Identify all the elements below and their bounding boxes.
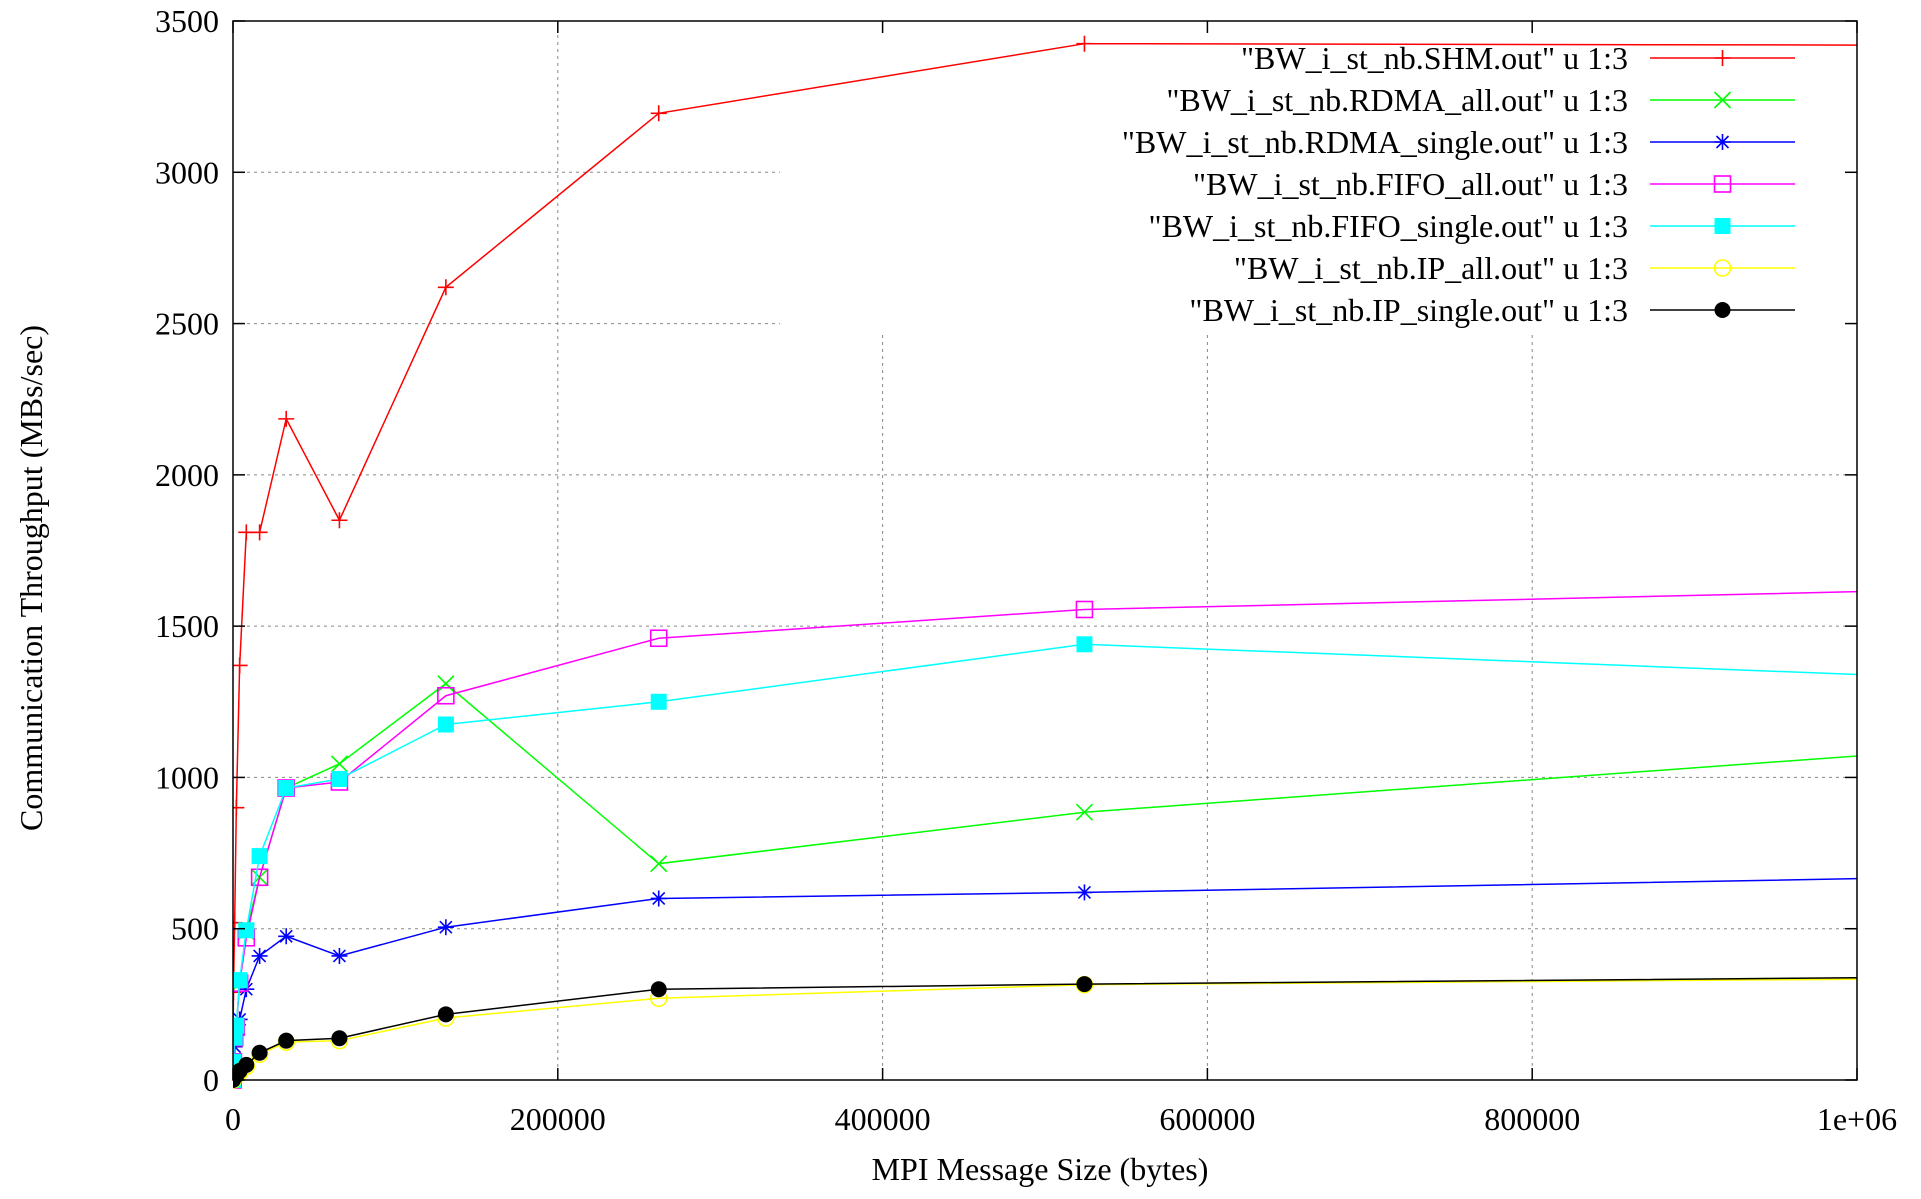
- data-point: [437, 279, 454, 296]
- data-point: [437, 1006, 454, 1023]
- series-line: [233, 978, 1857, 1081]
- data-point: [331, 1030, 348, 1047]
- legend-swatch-marker: [1713, 259, 1732, 277]
- y-axis-label: Communication Throughput (MBs/sec): [13, 325, 49, 831]
- data-point: [650, 105, 667, 122]
- data-point: [233, 1017, 245, 1034]
- legend-entry: "BW_i_st_nb.RDMA_all.out" u 1:3: [1166, 82, 1795, 118]
- grid: [233, 21, 1857, 1080]
- legend-entry: "BW_i_st_nb.SHM.out" u 1:3: [1241, 40, 1795, 76]
- data-point: [238, 1056, 255, 1073]
- legend-swatch-marker: [1714, 134, 1731, 150]
- y-tick-label: 2000: [155, 457, 219, 493]
- data-point: [1076, 636, 1093, 653]
- legend-swatch-marker: [1714, 50, 1731, 66]
- x-tick-label: 600000: [1159, 1101, 1255, 1137]
- legend-swatch-marker: [1713, 175, 1732, 193]
- data-point: [650, 890, 667, 907]
- data-point: [233, 1053, 242, 1070]
- y-tick-label: 1000: [155, 759, 219, 795]
- y-tick-label: 2500: [155, 306, 219, 342]
- data-point: [650, 855, 668, 873]
- data-point: [330, 755, 348, 773]
- data-point: [251, 1044, 268, 1061]
- data-point: [278, 1032, 295, 1049]
- y-tick-label: 1500: [155, 608, 219, 644]
- y-tick-label: 0: [203, 1062, 219, 1098]
- data-point: [1076, 976, 1093, 993]
- legend-label: "BW_i_st_nb.FIFO_all.out" u 1:3: [1193, 166, 1628, 202]
- data-point: [278, 928, 295, 945]
- x-tick-label: 1e+06: [1817, 1101, 1897, 1137]
- y-tick-label: 3000: [155, 154, 219, 190]
- x-tick-label: 800000: [1484, 1101, 1580, 1137]
- data-point: [437, 686, 455, 705]
- x-axis-label: MPI Message Size (bytes): [872, 1151, 1209, 1187]
- legend-swatch-marker: [1713, 91, 1732, 109]
- plot-frame: [232, 20, 1858, 1081]
- data-point: [437, 716, 454, 733]
- series-7: [233, 976, 1857, 1088]
- data-point: [233, 657, 248, 674]
- legend-entry: "BW_i_st_nb.FIFO_all.out" u 1:3: [1193, 166, 1795, 202]
- data-point: [233, 1029, 243, 1046]
- data-point: [331, 512, 348, 529]
- data-point: [437, 675, 455, 693]
- series-line: [233, 42, 1857, 1079]
- series-6: [233, 975, 1857, 1089]
- data-point: [331, 770, 348, 787]
- data-point: [437, 919, 454, 936]
- data-point: [233, 972, 248, 989]
- data-point: [251, 947, 268, 964]
- series-3: [233, 877, 1857, 1088]
- data-point: [331, 947, 348, 964]
- data-point: [650, 693, 667, 710]
- legend: "BW_i_st_nb.SHM.out" u 1:3 "BW_i_st_nb.RD…: [1122, 40, 1795, 328]
- series-line: [233, 977, 1857, 1081]
- data-point: [650, 981, 667, 998]
- legend-label: "BW_i_st_nb.IP_single.out" u 1:3: [1189, 292, 1628, 328]
- legend-entry: "BW_i_st_nb.IP_all.out" u 1:3: [1234, 250, 1795, 286]
- data-point: [238, 922, 255, 939]
- legend-label: "BW_i_st_nb.RDMA_all.out" u 1:3: [1166, 82, 1628, 118]
- series-5: [233, 636, 1857, 1088]
- data-point: [251, 524, 268, 541]
- legend-entry: "BW_i_st_nb.RDMA_single.out" u 1:3: [1122, 124, 1795, 160]
- legend-swatch-marker: [1714, 218, 1731, 234]
- data-point: [233, 799, 245, 816]
- x-tick-label: 0: [225, 1101, 241, 1137]
- data-point: [250, 868, 269, 887]
- legend-entry: "BW_i_st_nb.IP_single.out" u 1:3: [1189, 292, 1795, 328]
- data-point: [1076, 35, 1093, 52]
- data-point: [649, 629, 668, 648]
- x-tick-label: 400000: [835, 1101, 931, 1137]
- x-tick-label: 200000: [510, 1101, 606, 1137]
- legend-label: "BW_i_st_nb.RDMA_single.out" u 1:3: [1122, 124, 1628, 160]
- legend-swatch-marker: [1714, 302, 1731, 318]
- axis-ticks: 0 500 1000 1500 2000 2500 3000 3500 0 200000 40000…: [155, 3, 1897, 1137]
- data-point: [278, 410, 295, 427]
- y-tick-label: 3500: [155, 3, 219, 39]
- series-4: [233, 590, 1857, 1089]
- data-point: [1075, 803, 1094, 821]
- legend-label: "BW_i_st_nb.IP_all.out" u 1:3: [1234, 250, 1628, 286]
- data-point: [278, 780, 295, 797]
- series-line: [233, 590, 1857, 1081]
- legend-label: "BW_i_st_nb.SHM.out" u 1:3: [1241, 40, 1628, 76]
- data-point: [251, 848, 268, 865]
- data-point: [238, 981, 255, 998]
- y-tick-label: 500: [171, 911, 219, 947]
- series-group: [233, 35, 1857, 1089]
- data-point: [1075, 600, 1094, 619]
- legend-label: "BW_i_st_nb.FIFO_single.out" u 1:3: [1149, 208, 1628, 244]
- data-point: [1076, 884, 1093, 901]
- legend-entry: "BW_i_st_nb.FIFO_single.out" u 1:3: [1149, 208, 1795, 244]
